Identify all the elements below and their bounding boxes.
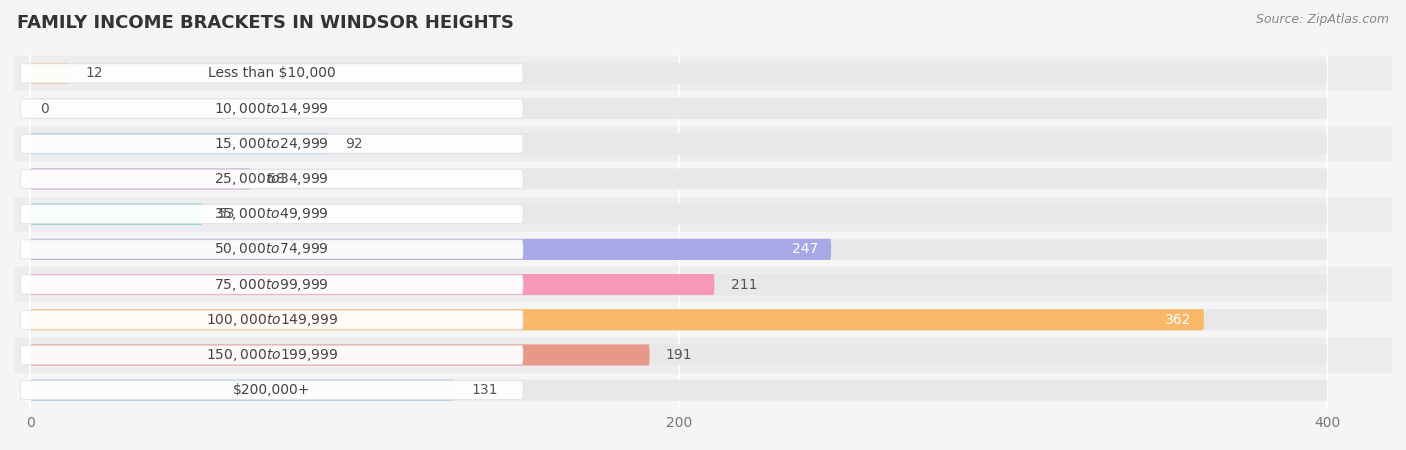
Bar bbox=[14, 338, 1392, 373]
FancyBboxPatch shape bbox=[31, 380, 456, 400]
Text: $150,000 to $199,999: $150,000 to $199,999 bbox=[205, 347, 337, 363]
Text: $75,000 to $99,999: $75,000 to $99,999 bbox=[215, 277, 329, 292]
Text: 362: 362 bbox=[1164, 313, 1191, 327]
Text: $10,000 to $14,999: $10,000 to $14,999 bbox=[215, 100, 329, 117]
FancyBboxPatch shape bbox=[21, 170, 523, 189]
Text: $35,000 to $49,999: $35,000 to $49,999 bbox=[215, 206, 329, 222]
Text: $50,000 to $74,999: $50,000 to $74,999 bbox=[215, 241, 329, 257]
FancyBboxPatch shape bbox=[31, 380, 1327, 400]
Text: Less than $10,000: Less than $10,000 bbox=[208, 66, 336, 81]
FancyBboxPatch shape bbox=[21, 205, 523, 224]
Text: $200,000+: $200,000+ bbox=[233, 383, 311, 397]
Text: $15,000 to $24,999: $15,000 to $24,999 bbox=[215, 136, 329, 152]
Bar bbox=[14, 302, 1392, 338]
Bar bbox=[14, 56, 1392, 91]
Bar bbox=[14, 232, 1392, 267]
Bar bbox=[14, 267, 1392, 302]
Text: 0: 0 bbox=[39, 102, 49, 116]
Text: 92: 92 bbox=[344, 137, 363, 151]
FancyBboxPatch shape bbox=[31, 344, 650, 365]
FancyBboxPatch shape bbox=[31, 98, 1327, 119]
FancyBboxPatch shape bbox=[21, 275, 523, 294]
FancyBboxPatch shape bbox=[31, 309, 1327, 330]
FancyBboxPatch shape bbox=[21, 64, 523, 83]
Text: FAMILY INCOME BRACKETS IN WINDSOR HEIGHTS: FAMILY INCOME BRACKETS IN WINDSOR HEIGHT… bbox=[17, 14, 513, 32]
Text: 12: 12 bbox=[86, 66, 103, 81]
FancyBboxPatch shape bbox=[21, 381, 523, 400]
Text: 68: 68 bbox=[267, 172, 284, 186]
Bar bbox=[14, 126, 1392, 162]
FancyBboxPatch shape bbox=[31, 239, 1327, 260]
FancyBboxPatch shape bbox=[21, 99, 523, 118]
Text: 53: 53 bbox=[218, 207, 236, 221]
Bar bbox=[14, 91, 1392, 126]
Text: $25,000 to $34,999: $25,000 to $34,999 bbox=[215, 171, 329, 187]
FancyBboxPatch shape bbox=[21, 346, 523, 365]
Text: 247: 247 bbox=[792, 243, 818, 256]
FancyBboxPatch shape bbox=[31, 203, 1327, 225]
FancyBboxPatch shape bbox=[31, 63, 1327, 84]
Bar bbox=[14, 162, 1392, 197]
FancyBboxPatch shape bbox=[31, 344, 1327, 365]
FancyBboxPatch shape bbox=[31, 203, 202, 225]
Text: Source: ZipAtlas.com: Source: ZipAtlas.com bbox=[1256, 14, 1389, 27]
FancyBboxPatch shape bbox=[31, 274, 714, 295]
FancyBboxPatch shape bbox=[31, 168, 1327, 189]
FancyBboxPatch shape bbox=[31, 309, 1204, 330]
FancyBboxPatch shape bbox=[21, 134, 523, 153]
Text: $100,000 to $149,999: $100,000 to $149,999 bbox=[205, 312, 337, 328]
Bar bbox=[14, 373, 1392, 408]
FancyBboxPatch shape bbox=[31, 133, 329, 154]
FancyBboxPatch shape bbox=[31, 133, 1327, 154]
FancyBboxPatch shape bbox=[31, 239, 831, 260]
FancyBboxPatch shape bbox=[31, 168, 250, 189]
Bar bbox=[14, 197, 1392, 232]
Text: 211: 211 bbox=[731, 278, 756, 292]
FancyBboxPatch shape bbox=[21, 240, 523, 259]
FancyBboxPatch shape bbox=[21, 310, 523, 329]
Text: 191: 191 bbox=[665, 348, 692, 362]
FancyBboxPatch shape bbox=[31, 63, 69, 84]
Text: 131: 131 bbox=[471, 383, 498, 397]
FancyBboxPatch shape bbox=[31, 274, 1327, 295]
